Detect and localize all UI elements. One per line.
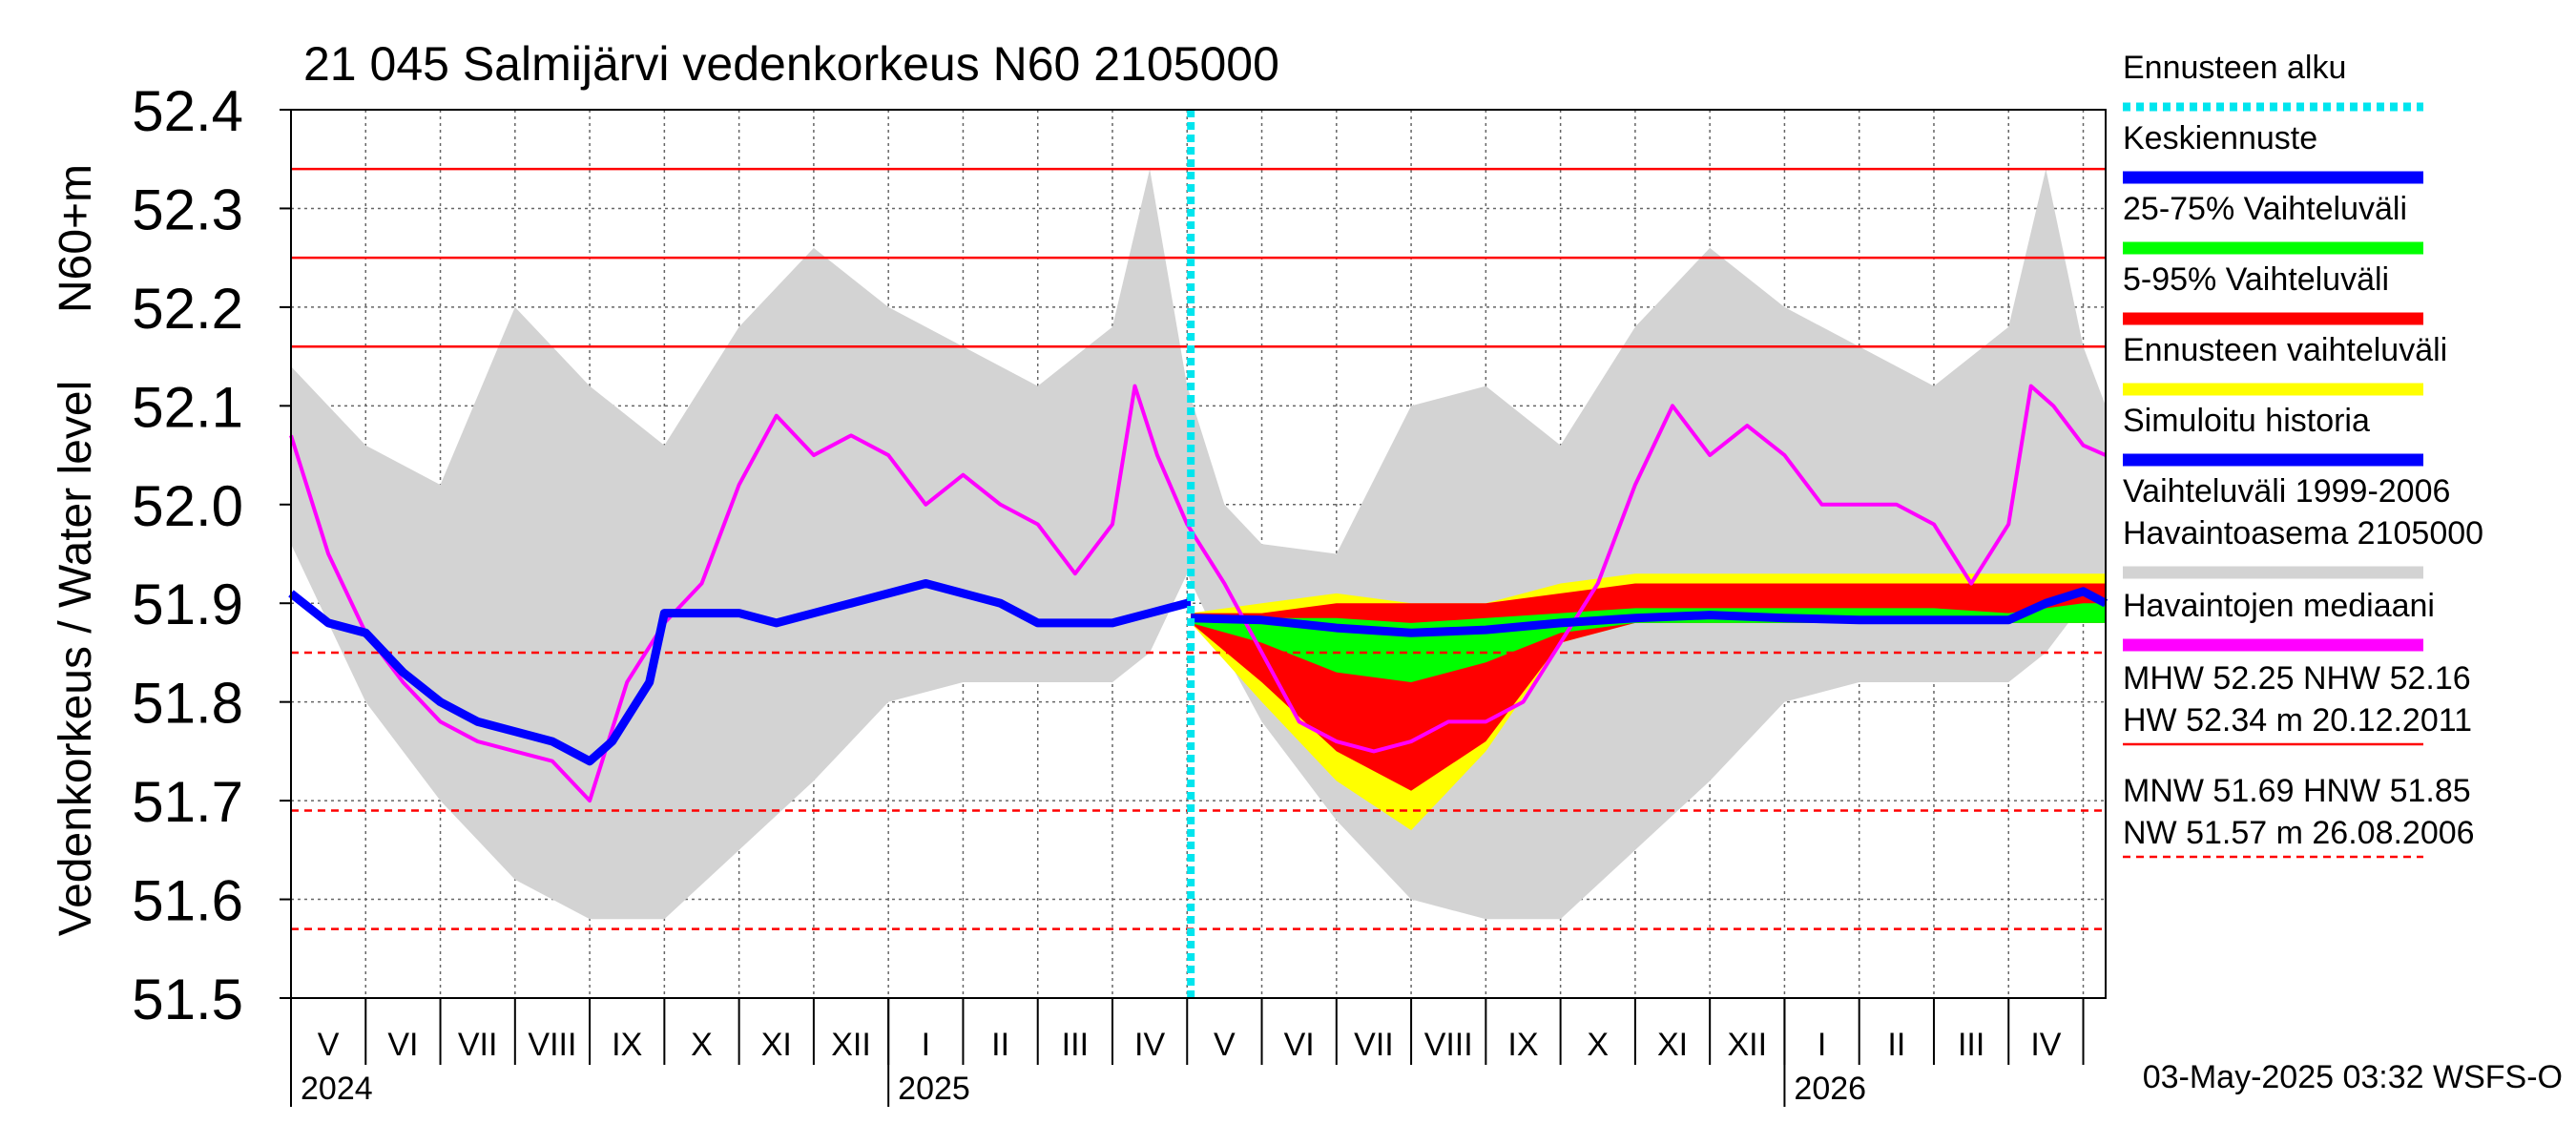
stat-text: MNW 51.69 HNW 51.85 [2123,773,2471,809]
month-label: VI [387,1027,418,1063]
month-label: III [1958,1027,1984,1063]
legend-label: Ennusteen alku [2123,50,2346,86]
legend-label: Havaintojen mediaani [2123,588,2435,624]
y-tick-label: 51.5 [132,968,243,1031]
month-label: XI [1657,1027,1688,1063]
chart-title: 21 045 Salmijärvi vedenkorkeus N60 21050… [303,37,1279,91]
y-tick-label: 51.8 [132,672,243,736]
month-label: XII [1728,1027,1768,1063]
legend-label: Havaintoasema 2105000 [2123,515,2483,552]
legend-label: 5-95% Vaihteluväli [2123,261,2389,298]
month-label: IV [2030,1027,2061,1063]
year-label: 2024 [301,1071,373,1107]
legend-label: Keskiennuste [2123,120,2317,156]
statistics-panel: MHW 52.25 NHW 52.16 HW 52.34 m 20.12.2011… [2123,660,2475,859]
y-axis-unit: N60+m [51,164,101,313]
axes: 51.5 51.6 51.7 51.8 51.9 52.0 52.1 52.2 52.3 52.4… [132,79,2085,1107]
y-axis-label: Vedenkorkeus / Water level [51,381,101,937]
line-keskiennuste [1191,587,2109,637]
y-tick-label: 51.7 [132,770,243,834]
month-label: VII [458,1027,498,1063]
legend-label: 25-75% Vaihteluväli [2123,191,2407,227]
month-label: II [991,1027,1009,1063]
month-label: VI [1284,1027,1315,1063]
stat-text: HW 52.34 m 20.12.2011 [2123,702,2472,739]
line-simuloitu-historia [288,579,1192,766]
legend: Ennusteen alku Keskiennuste 25-75% Vaihtel… [2123,50,2483,652]
legend-label: Vaihteluväli 1999-2006 [2123,473,2450,510]
year-label: 2025 [898,1071,970,1107]
month-label: V [1214,1027,1236,1063]
year-label: 2026 [1794,1071,1866,1107]
timestamp: 03-May-2025 03:32 WSFS-O [2143,1059,2563,1095]
month-label: VII [1354,1027,1394,1063]
month-label: IV [1134,1027,1165,1063]
month-label: V [318,1027,340,1063]
reference-levels [291,167,2106,930]
month-label: XI [761,1027,792,1063]
legend-label: Ennusteen vaihteluväli [2123,332,2447,368]
month-label: III [1062,1027,1089,1063]
month-label: I [922,1027,930,1063]
legend-label: Simuloitu historia [2123,403,2370,439]
y-tick-label: 52.0 [132,474,243,538]
y-tick-label: 52.4 [132,79,243,143]
series-lines [288,384,2109,803]
stat-text: NW 51.57 m 26.08.2006 [2123,815,2475,851]
month-label: I [1818,1027,1826,1063]
month-label: IX [612,1027,642,1063]
month-label: VIII [528,1027,576,1063]
month-label: VIII [1424,1027,1473,1063]
month-label: X [691,1027,713,1063]
month-label: II [1887,1027,1905,1063]
stat-text: MHW 52.25 NHW 52.16 [2123,660,2471,697]
month-label: IX [1507,1027,1538,1063]
y-tick-label: 51.9 [132,572,243,636]
plot-frame [290,109,2107,999]
y-tick-label: 52.3 [132,177,243,241]
month-label: X [1587,1027,1609,1063]
y-tick-label: 51.6 [132,869,243,933]
y-tick-label: 52.1 [132,375,243,439]
y-tick-label: 52.2 [132,277,243,341]
month-label: XII [831,1027,871,1063]
